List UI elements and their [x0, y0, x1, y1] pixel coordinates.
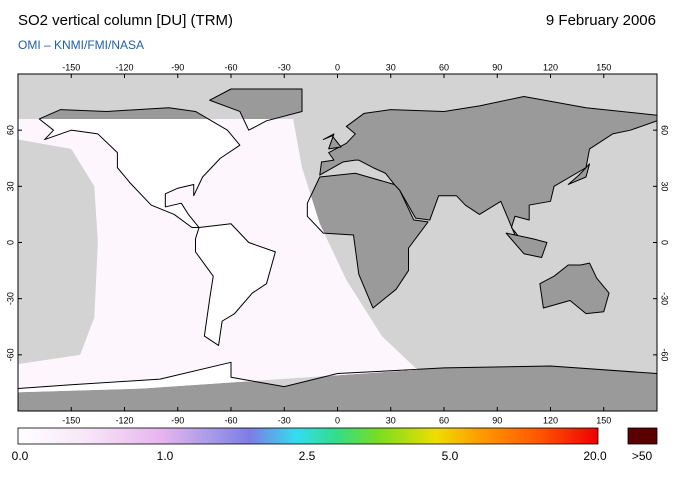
lon-tick-label: 60 — [439, 415, 449, 425]
lat-tick-label: -60 — [5, 348, 15, 361]
colorbar — [17, 427, 599, 445]
lon-tick-label: 0 — [335, 415, 340, 425]
lat-tick-label: 30 — [5, 181, 15, 191]
lon-tick-label: 120 — [543, 62, 558, 72]
lon-tick-label: -60 — [224, 415, 237, 425]
lon-tick-label: -120 — [115, 415, 133, 425]
colorbar-overflow-label: >50 — [632, 449, 653, 463]
lat-tick-label: 0 — [5, 240, 15, 245]
lon-tick-label: 30 — [386, 62, 396, 72]
colorbar-label: 5.0 — [442, 449, 459, 463]
lon-tick-label: -90 — [171, 62, 184, 72]
lon-tick-label: 150 — [596, 62, 611, 72]
lat-tick-label: -30 — [660, 292, 670, 305]
colorbar-overflow — [627, 427, 658, 445]
lon-tick-label: 150 — [596, 415, 611, 425]
lon-tick-label: -150 — [62, 62, 80, 72]
lon-tick-label: 0 — [335, 62, 340, 72]
lat-tick-label: 0 — [660, 240, 670, 245]
lon-tick-label: -30 — [278, 415, 291, 425]
data-credit: OMI – KNMI/FMI/NASA — [18, 38, 144, 52]
lat-tick-label: 30 — [660, 181, 670, 191]
lon-tick-label: 90 — [492, 415, 502, 425]
lon-tick-label: -90 — [171, 415, 184, 425]
map-date: 9 February 2006 — [546, 12, 656, 29]
lon-tick-label: 90 — [492, 62, 502, 72]
map-area — [18, 74, 657, 411]
colorbar-label: 1.0 — [157, 449, 174, 463]
lat-tick-label: -30 — [5, 292, 15, 305]
colorbar-label: 20.0 — [583, 449, 607, 463]
lon-tick-label: -120 — [115, 62, 133, 72]
lat-tick-label: 60 — [660, 125, 670, 135]
map-title: SO2 vertical column [DU] (TRM) — [18, 12, 233, 29]
lat-tick-label: 60 — [5, 125, 15, 135]
colorbar-label: 0.0 — [12, 449, 29, 463]
lon-tick-label: 30 — [386, 415, 396, 425]
lon-tick-label: -30 — [278, 62, 291, 72]
lon-tick-label: -60 — [224, 62, 237, 72]
lon-tick-label: 60 — [439, 62, 449, 72]
lon-tick-label: -150 — [62, 415, 80, 425]
colorbar-label: 2.5 — [299, 449, 316, 463]
lat-tick-label: -60 — [660, 348, 670, 361]
lon-tick-label: 120 — [543, 415, 558, 425]
